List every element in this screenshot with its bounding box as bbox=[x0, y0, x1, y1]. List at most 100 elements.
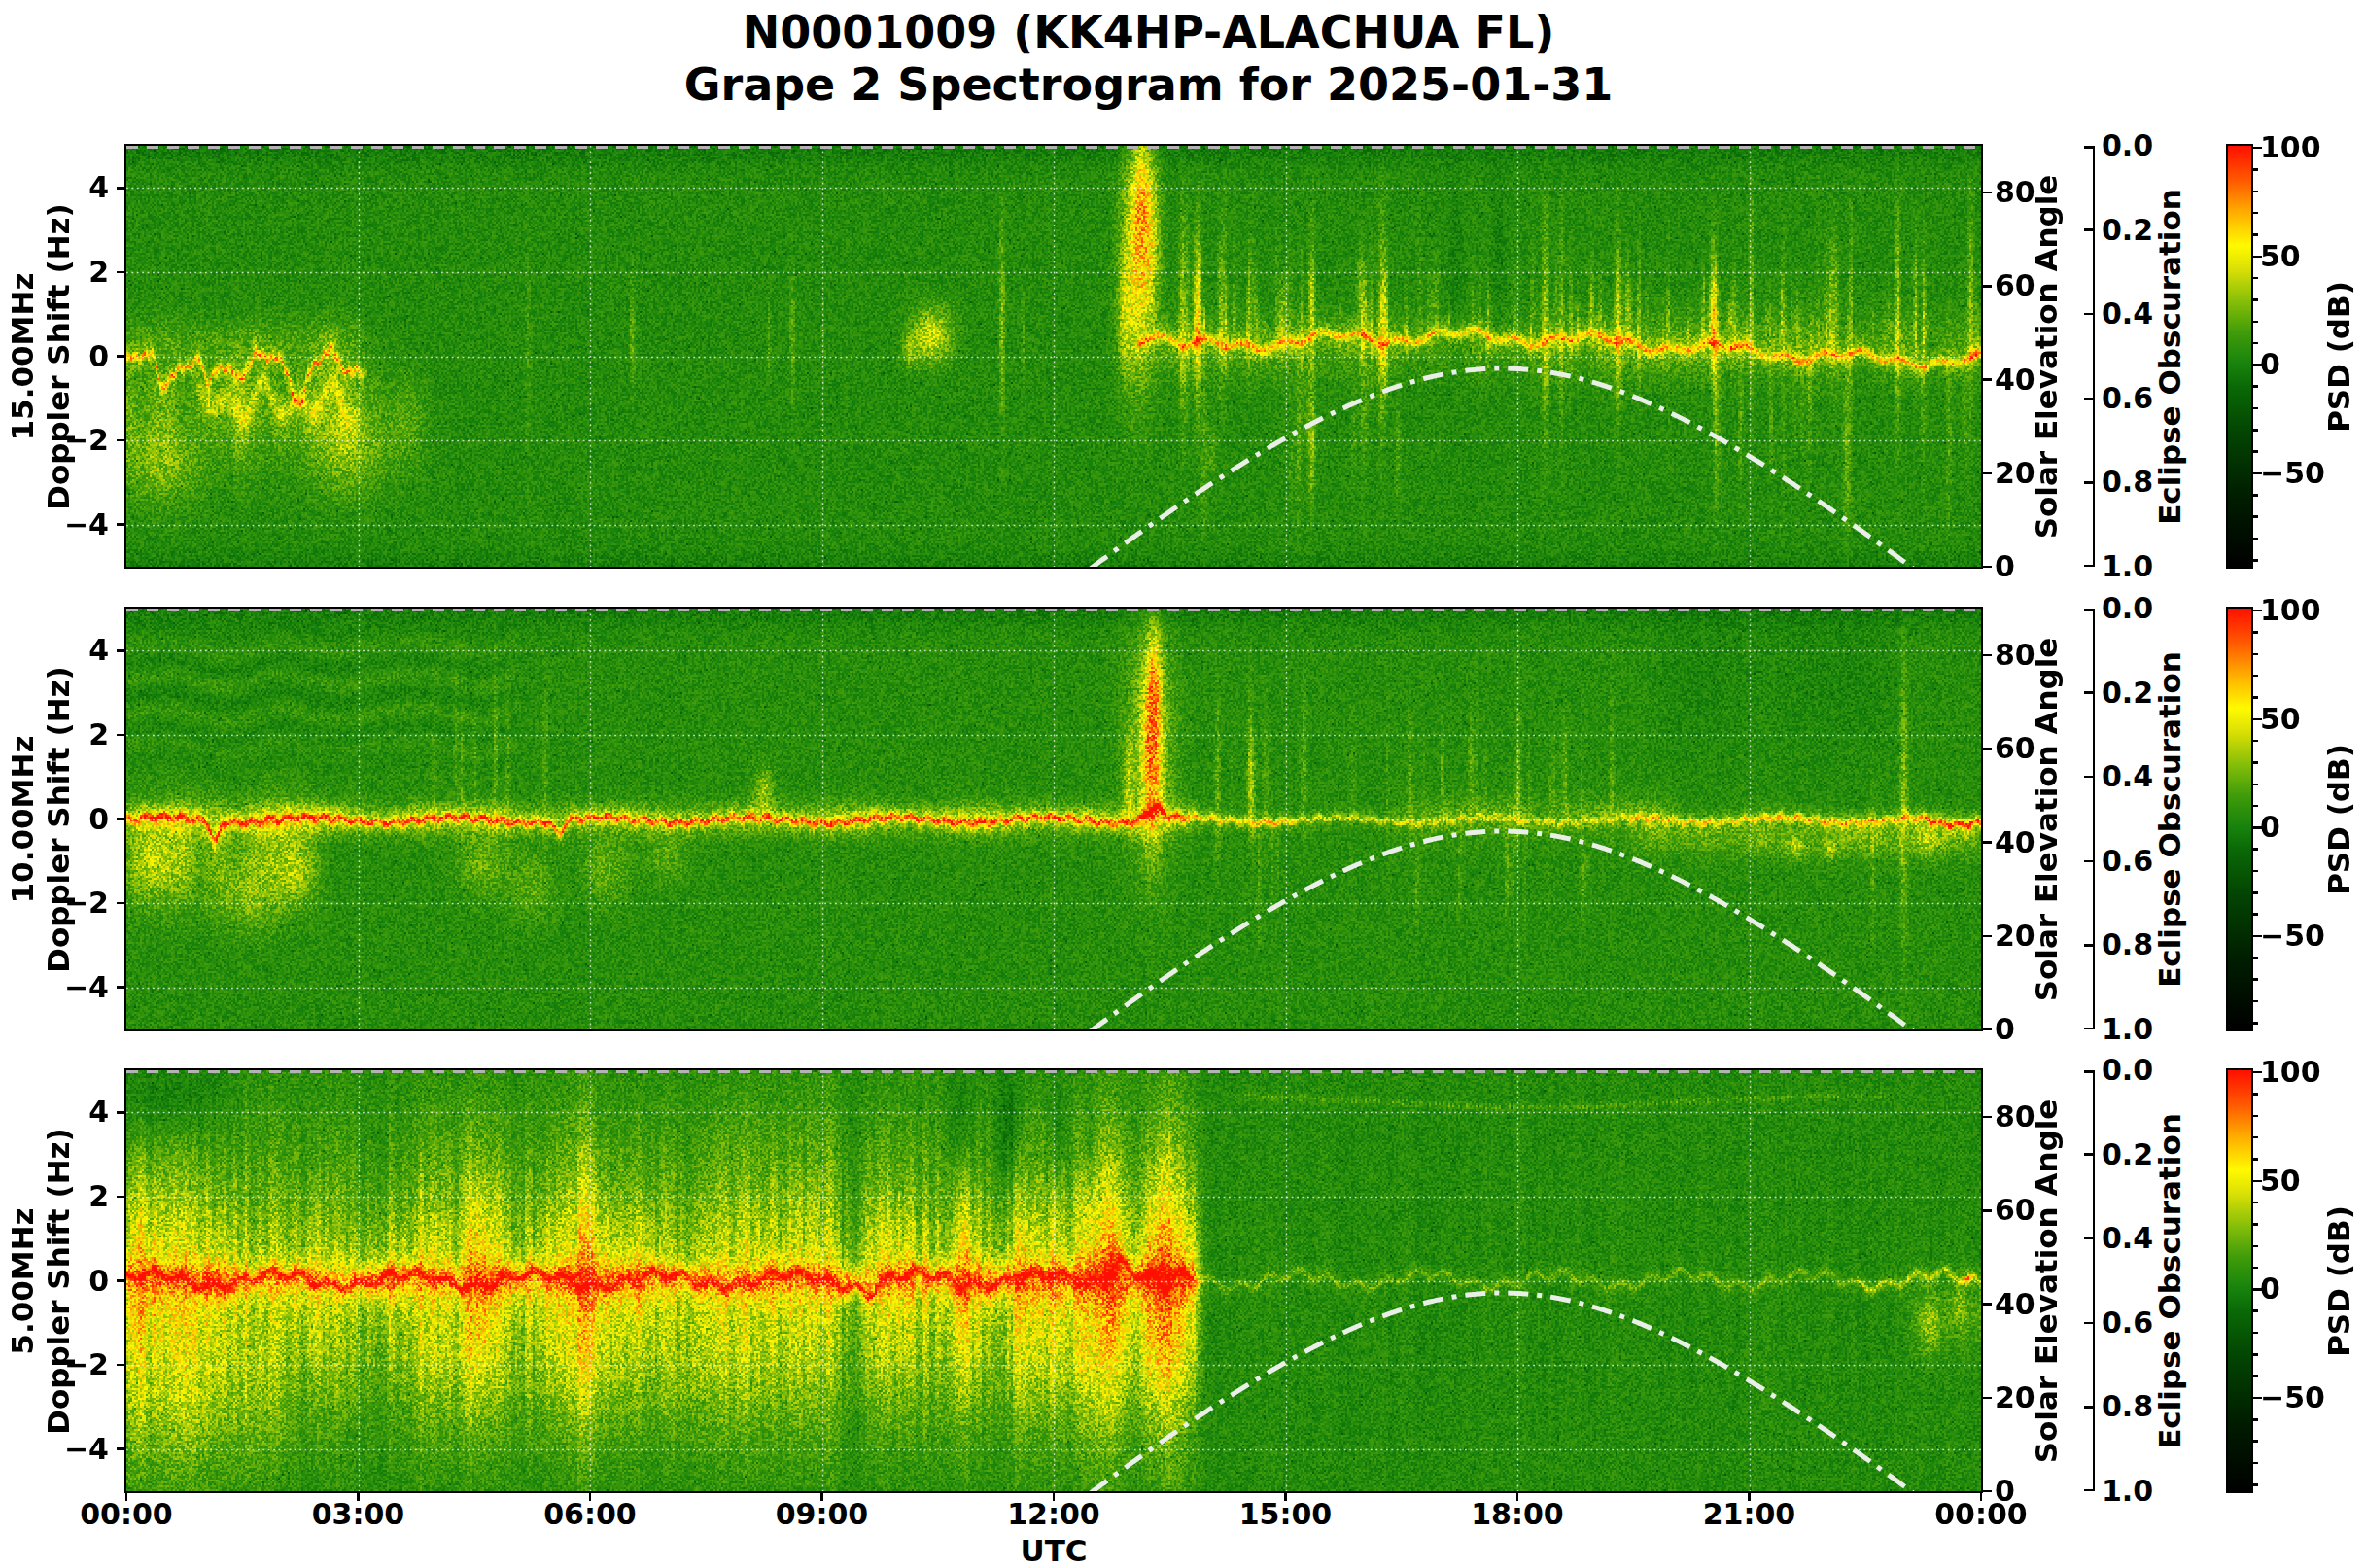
eclipse-tick-label: 0.6 bbox=[2102, 381, 2153, 416]
colorbar-tick bbox=[2253, 168, 2258, 171]
colorbar-tick-label: −50 bbox=[2260, 919, 2325, 954]
eclipse-spine bbox=[2093, 146, 2095, 567]
doppler-tick-label: −4 bbox=[19, 507, 109, 542]
eclipse-tick-label: 0.2 bbox=[2102, 1137, 2153, 1172]
doppler-axis-label: 10.00MHzDoppler Shift (Hz) bbox=[5, 666, 77, 973]
doppler-axis-label: 5.00MHzDoppler Shift (Hz) bbox=[5, 1128, 77, 1435]
colorbar-tick bbox=[2253, 1202, 2258, 1204]
doppler-shift-label: Doppler Shift (Hz) bbox=[41, 1128, 77, 1435]
eclipse-axis-label: Eclipse Obscuration bbox=[2152, 189, 2187, 525]
doppler-tick-label: 4 bbox=[19, 170, 109, 205]
elevation-tick bbox=[1983, 285, 1992, 288]
colorbar-tick-label: 0 bbox=[2260, 1272, 2280, 1307]
eclipse-tick-label: 1.0 bbox=[2102, 549, 2153, 584]
colorbar-tick bbox=[2253, 978, 2258, 981]
doppler-tick bbox=[117, 1279, 124, 1282]
colorbar-tick bbox=[2253, 1353, 2258, 1356]
doppler-tick bbox=[117, 439, 124, 442]
title-line-1: N0001009 (KK4HP-ALACHUA FL) bbox=[0, 6, 2297, 58]
eclipse-tick bbox=[2084, 228, 2093, 231]
freq-label: 5.00MHz bbox=[5, 1128, 41, 1435]
eclipse-tick-label: 0.8 bbox=[2102, 927, 2153, 962]
eclipse-tick-label: 0.0 bbox=[2102, 591, 2153, 626]
freq-label: 15.00MHz bbox=[5, 203, 41, 510]
elevation-tick bbox=[1983, 748, 1992, 750]
doppler-tick bbox=[117, 187, 124, 190]
colorbar-tick bbox=[2253, 761, 2258, 764]
colorbar-tick bbox=[2253, 538, 2258, 540]
colorbar-tick-label: 100 bbox=[2260, 1055, 2321, 1090]
colorbar-tick bbox=[2253, 407, 2258, 410]
x-tick-label: 12:00 bbox=[1007, 1497, 1100, 1532]
eclipse-tick-label: 1.0 bbox=[2102, 1474, 2153, 1509]
eclipse-tick bbox=[2084, 1153, 2093, 1156]
eclipse-spine bbox=[2093, 1070, 2095, 1491]
eclipse-tick-label: 0.6 bbox=[2102, 844, 2153, 879]
figure: N0001009 (KK4HP-ALACHUA FL) Grape 2 Spec… bbox=[0, 0, 2365, 1568]
x-tick-label: 03:00 bbox=[312, 1497, 405, 1532]
eclipse-spine bbox=[2093, 609, 2095, 1029]
x-tick-label: 00:00 bbox=[1934, 1497, 2028, 1532]
colorbar-tick-label: 50 bbox=[2260, 702, 2301, 737]
eclipse-tick bbox=[2084, 1489, 2093, 1492]
colorbar-tick bbox=[2253, 1309, 2258, 1312]
x-axis-label: UTC bbox=[1020, 1533, 1087, 1568]
colorbar-tick bbox=[2253, 675, 2258, 678]
doppler-tick bbox=[117, 523, 124, 526]
doppler-tick-label: 4 bbox=[19, 1095, 109, 1130]
colorbar-tick bbox=[2253, 1158, 2258, 1161]
doppler-tick bbox=[117, 1111, 124, 1114]
elevation-tick-label: 0 bbox=[1995, 1012, 2015, 1047]
elevation-tick bbox=[1983, 841, 1992, 844]
eclipse-tick bbox=[2084, 944, 2093, 947]
colorbar-tick bbox=[2253, 1375, 2258, 1377]
colorbar-axis-label: PSD (dB) bbox=[2321, 744, 2356, 895]
doppler-tick bbox=[117, 1447, 124, 1450]
doppler-tick-label: −4 bbox=[19, 1432, 109, 1467]
elevation-tick bbox=[1983, 1028, 1992, 1031]
colorbar-tick bbox=[2253, 559, 2258, 562]
spectrogram-canvas-5.00MHz bbox=[126, 1070, 1981, 1491]
colorbar-axis-label: PSD (dB) bbox=[2321, 281, 2356, 433]
colorbar-tick bbox=[2253, 494, 2258, 497]
eclipse-tick bbox=[2084, 313, 2093, 316]
eclipse-tick bbox=[2084, 481, 2093, 484]
colorbar-tick bbox=[2253, 277, 2258, 280]
elevation-tick bbox=[1983, 1303, 1992, 1306]
colorbar-tick bbox=[2253, 1245, 2258, 1248]
freq-label: 10.00MHz bbox=[5, 666, 41, 973]
eclipse-tick bbox=[2084, 776, 2093, 779]
colorbar-tick bbox=[2253, 1418, 2258, 1421]
eclipse-tick-label: 0.8 bbox=[2102, 1389, 2153, 1424]
colorbar-canvas bbox=[2228, 1070, 2251, 1491]
title-line-2: Grape 2 Spectrogram for 2025-01-31 bbox=[0, 58, 2297, 111]
colorbar-tick bbox=[2253, 212, 2258, 215]
colorbar-tick bbox=[2253, 321, 2258, 324]
colorbar-tick bbox=[2253, 450, 2258, 453]
doppler-tick bbox=[117, 986, 124, 989]
colorbar-tick-label: −50 bbox=[2260, 1380, 2325, 1415]
doppler-tick bbox=[117, 649, 124, 652]
elevation-tick bbox=[1983, 1490, 1992, 1493]
colorbar-tick bbox=[2253, 696, 2258, 699]
x-tick-label: 09:00 bbox=[776, 1497, 869, 1532]
colorbar-tick bbox=[2253, 1223, 2258, 1226]
colorbar-tick bbox=[2253, 1022, 2258, 1025]
colorbar-tick bbox=[2253, 429, 2258, 432]
x-tick-label: 06:00 bbox=[543, 1497, 637, 1532]
eclipse-axis-label: Eclipse Obscuration bbox=[2152, 651, 2187, 988]
elevation-tick bbox=[1983, 1397, 1992, 1400]
colorbar-tick bbox=[2253, 385, 2258, 388]
colorbar-canvas bbox=[2228, 146, 2251, 567]
colorbar-tick-label: 50 bbox=[2260, 239, 2301, 274]
eclipse-tick bbox=[2084, 565, 2093, 568]
colorbar-tick bbox=[2253, 1332, 2258, 1335]
eclipse-tick-label: 0.4 bbox=[2102, 296, 2153, 331]
colorbar-tick bbox=[2253, 957, 2258, 959]
eclipse-tick bbox=[2084, 1028, 2093, 1030]
eclipse-tick-label: 0.0 bbox=[2102, 128, 2153, 163]
colorbar-tick bbox=[2253, 1483, 2258, 1486]
eclipse-tick-label: 0.6 bbox=[2102, 1306, 2153, 1341]
doppler-tick bbox=[117, 1196, 124, 1199]
elevation-tick bbox=[1983, 192, 1992, 194]
